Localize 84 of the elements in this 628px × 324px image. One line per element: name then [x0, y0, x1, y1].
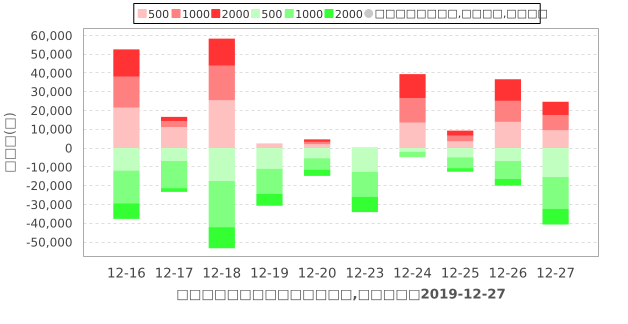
y-axis-title: □□□(□)	[3, 112, 18, 173]
text: □□□□□□□□□□□□□□,□□□□□2019-12-27	[176, 288, 506, 302]
bar	[542, 176, 569, 209]
legend-label: 1000	[182, 8, 210, 21]
bar	[160, 148, 188, 162]
y-tick-label: 20,000	[30, 104, 73, 118]
y-tick-label: 0	[64, 142, 73, 156]
bar	[256, 168, 283, 194]
bar	[494, 100, 522, 122]
x-tick-label: 12-18	[202, 266, 242, 282]
bar	[208, 100, 235, 148]
y-tick-label: 30,000	[30, 85, 73, 100]
bar	[447, 148, 474, 158]
bar	[113, 148, 140, 171]
bar	[304, 158, 330, 170]
bar	[494, 148, 522, 162]
bar	[447, 130, 474, 136]
x-tick-label: 12-16	[107, 266, 146, 282]
legend-label: 500	[148, 8, 170, 21]
x-tick-label: 12-23	[345, 266, 384, 282]
bar	[447, 157, 474, 168]
bar	[160, 121, 188, 128]
bar	[399, 122, 426, 148]
x-tick-label: 12-25	[440, 266, 480, 282]
y-tick-label: -10,000	[26, 160, 73, 174]
bar	[160, 188, 188, 192]
bar	[304, 144, 330, 148]
x-tick-label: 12-24	[393, 266, 432, 282]
legend-label: 1000	[295, 8, 324, 21]
y-tick-label: 60,000	[30, 28, 73, 43]
x-tick-label: 12-20	[298, 266, 337, 282]
bar	[208, 66, 235, 100]
bar	[208, 148, 235, 181]
bar	[542, 102, 569, 116]
bar	[304, 139, 330, 142]
bar	[113, 76, 140, 108]
bar	[542, 208, 569, 225]
bar	[352, 196, 378, 212]
bar	[447, 168, 474, 172]
legend-label: 2000	[222, 8, 250, 21]
bar	[113, 49, 140, 77]
bar	[494, 161, 522, 179]
bar	[542, 148, 569, 177]
x-tick-label: 12-19	[250, 266, 289, 282]
bar	[494, 79, 522, 101]
bar	[399, 148, 426, 152]
x-tick-label: 12-27	[536, 266, 575, 282]
bar	[256, 143, 283, 148]
x-tick-label: 12-17	[154, 266, 194, 282]
bar	[113, 170, 140, 204]
bar	[304, 148, 330, 158]
y-tick-label: 40,000	[30, 66, 73, 80]
bar	[352, 148, 378, 172]
legend-label: 500	[261, 8, 282, 21]
y-tick-label: -20,000	[26, 179, 73, 194]
bar	[494, 122, 522, 148]
bar	[399, 152, 426, 158]
y-tick-label: -30,000	[26, 198, 73, 212]
bar	[160, 127, 188, 148]
y-tick-label: -40,000	[26, 216, 73, 231]
bar	[113, 107, 140, 148]
legend-label: 2000	[334, 8, 363, 21]
bar	[256, 194, 283, 206]
bar	[208, 38, 235, 66]
bar	[399, 74, 426, 98]
bar	[208, 180, 235, 228]
bar	[160, 116, 188, 122]
bar	[447, 136, 474, 142]
bar	[399, 98, 426, 122]
bar	[542, 130, 569, 148]
bar	[208, 227, 235, 248]
y-tick-label: 10,000	[30, 122, 73, 137]
bar	[113, 203, 140, 219]
bar	[352, 172, 378, 197]
bar	[447, 141, 474, 148]
bar	[494, 178, 522, 186]
bar	[304, 142, 330, 144]
bar	[542, 115, 569, 130]
y-tick-label: -50,000	[26, 236, 73, 250]
bar	[160, 161, 188, 188]
x-tick-label: 12-26	[488, 266, 528, 282]
bar	[256, 148, 283, 169]
bar	[304, 170, 330, 176]
y-tick-label: 50,000	[30, 48, 73, 62]
